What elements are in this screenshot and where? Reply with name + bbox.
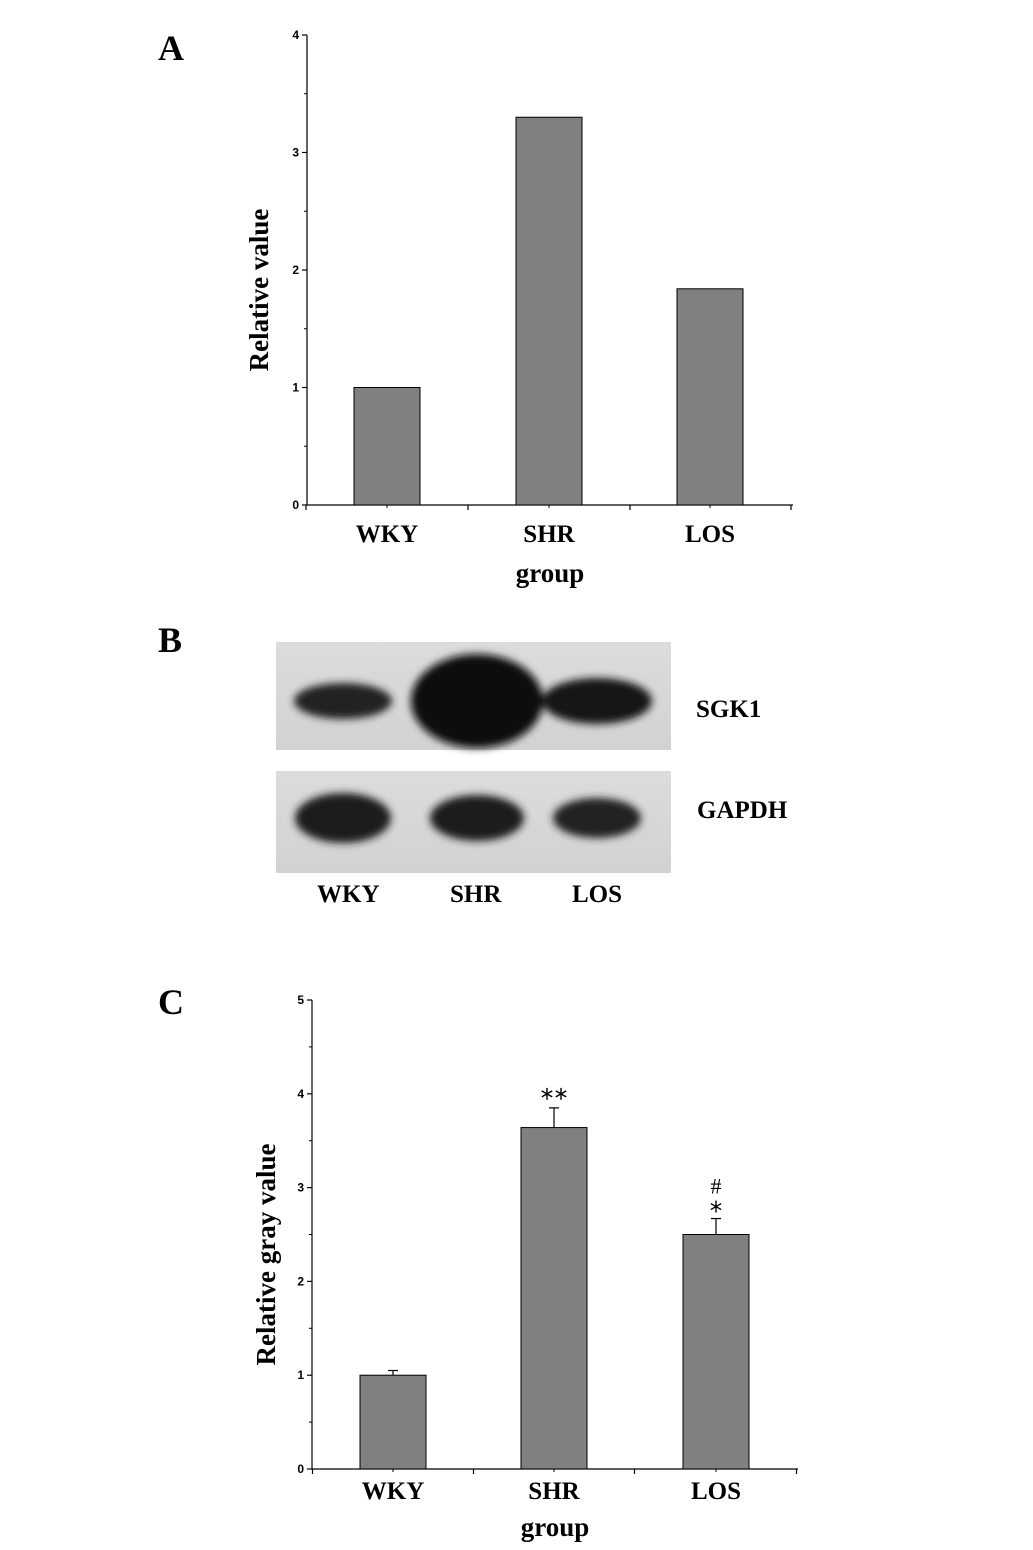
chart-c-annotation-star [710,1200,722,1213]
panel-letter-c: C [158,982,184,1022]
chart-a-category-label-wky: WKY [356,521,419,548]
chart-c-y-tick-label: 1 [297,1368,304,1382]
blot-lane-label-los: LOS [572,881,623,908]
chart-a: 0 1 2 3 4 WKY SHR LOS group Relative value [244,28,793,588]
chart-c-category-label-los: LOS [691,1478,741,1505]
chart-c-y-tick-label: 3 [297,1181,304,1195]
chart-c-bar-los [682,1234,750,1470]
blot-lane-label-wky: WKY [317,881,380,908]
chart-c-category-label-wky: WKY [362,1478,425,1505]
chart-c-y-tick-label: 5 [297,993,304,1007]
chart-a-y-tick-label: 3 [292,146,299,160]
chart-c-y-tick-label: 2 [297,1274,304,1288]
chart-c-bar-wky [359,1374,427,1470]
chart-a-y-axis-title: Relative value [244,209,274,372]
chart-c-y-tick-label: 4 [297,1087,304,1101]
western-blot [276,642,671,873]
blot-band-gapdh-shr [430,795,524,841]
chart-a-category-label-shr: SHR [523,521,575,548]
chart-c: 0 1 2 3 4 5 WKY SHR LOS # group Relative gray value [251,993,798,1542]
chart-a-bar-shr [515,116,583,506]
chart-c-category-label-shr: SHR [528,1478,580,1505]
chart-a-bar-wky [353,387,421,506]
chart-a-category-label-los: LOS [685,521,735,548]
chart-a-y-tick-label: 0 [292,498,299,512]
blot-band-sgk1-los [542,678,652,724]
chart-a-bar-los [676,288,744,506]
panel-letter-a: A [158,28,184,68]
chart-c-bar-shr [520,1127,588,1470]
chart-a-y-tick-label: 1 [292,381,299,395]
chart-a-y-tick-label: 2 [292,263,299,277]
chart-c-y-axis-title: Relative gray value [251,1144,281,1366]
blot-band-sgk1-shr [411,654,543,748]
blot-label-gapdh: GAPDH [697,797,788,824]
blot-label-sgk1: SGK1 [696,696,762,723]
blot-band-gapdh-wky [295,793,391,843]
chart-a-x-axis-title: group [516,558,585,588]
blot-lane-label-shr: SHR [450,881,502,908]
chart-c-x-axis-title: group [521,1512,590,1542]
chart-c-y-tick-label: 0 [297,1462,304,1476]
chart-c-annotation-hash: # [711,1174,722,1199]
panel-letter-b: B [158,620,183,660]
chart-c-annotation-star [555,1087,567,1100]
chart-a-y-tick-label: 4 [292,28,299,42]
blot-band-gapdh-los [553,798,641,838]
chart-c-annotation-star [541,1087,553,1100]
blot-band-sgk1-wky [294,683,392,719]
